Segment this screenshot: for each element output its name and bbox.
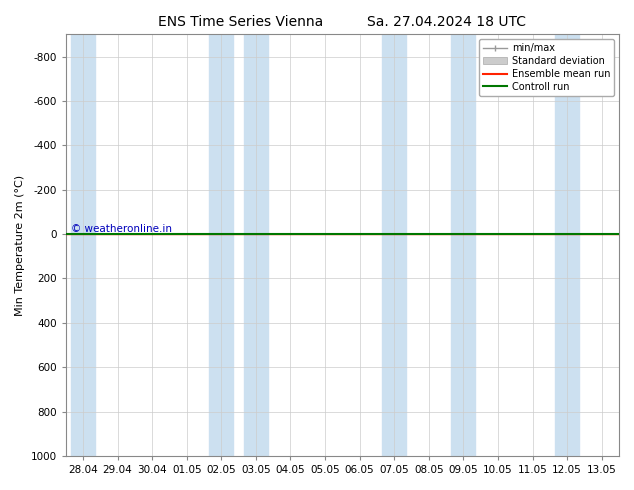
Legend: min/max, Standard deviation, Ensemble mean run, Controll run: min/max, Standard deviation, Ensemble me… xyxy=(479,39,614,96)
Bar xyxy=(244,34,268,456)
Bar xyxy=(382,34,406,456)
Bar xyxy=(209,34,233,456)
Title: ENS Time Series Vienna          Sa. 27.04.2024 18 UTC: ENS Time Series Vienna Sa. 27.04.2024 18… xyxy=(158,15,526,29)
Bar xyxy=(555,34,579,456)
Y-axis label: Min Temperature 2m (°C): Min Temperature 2m (°C) xyxy=(15,174,25,316)
Text: © weatheronline.in: © weatheronline.in xyxy=(71,224,172,234)
Bar xyxy=(451,34,476,456)
Bar xyxy=(71,34,95,456)
